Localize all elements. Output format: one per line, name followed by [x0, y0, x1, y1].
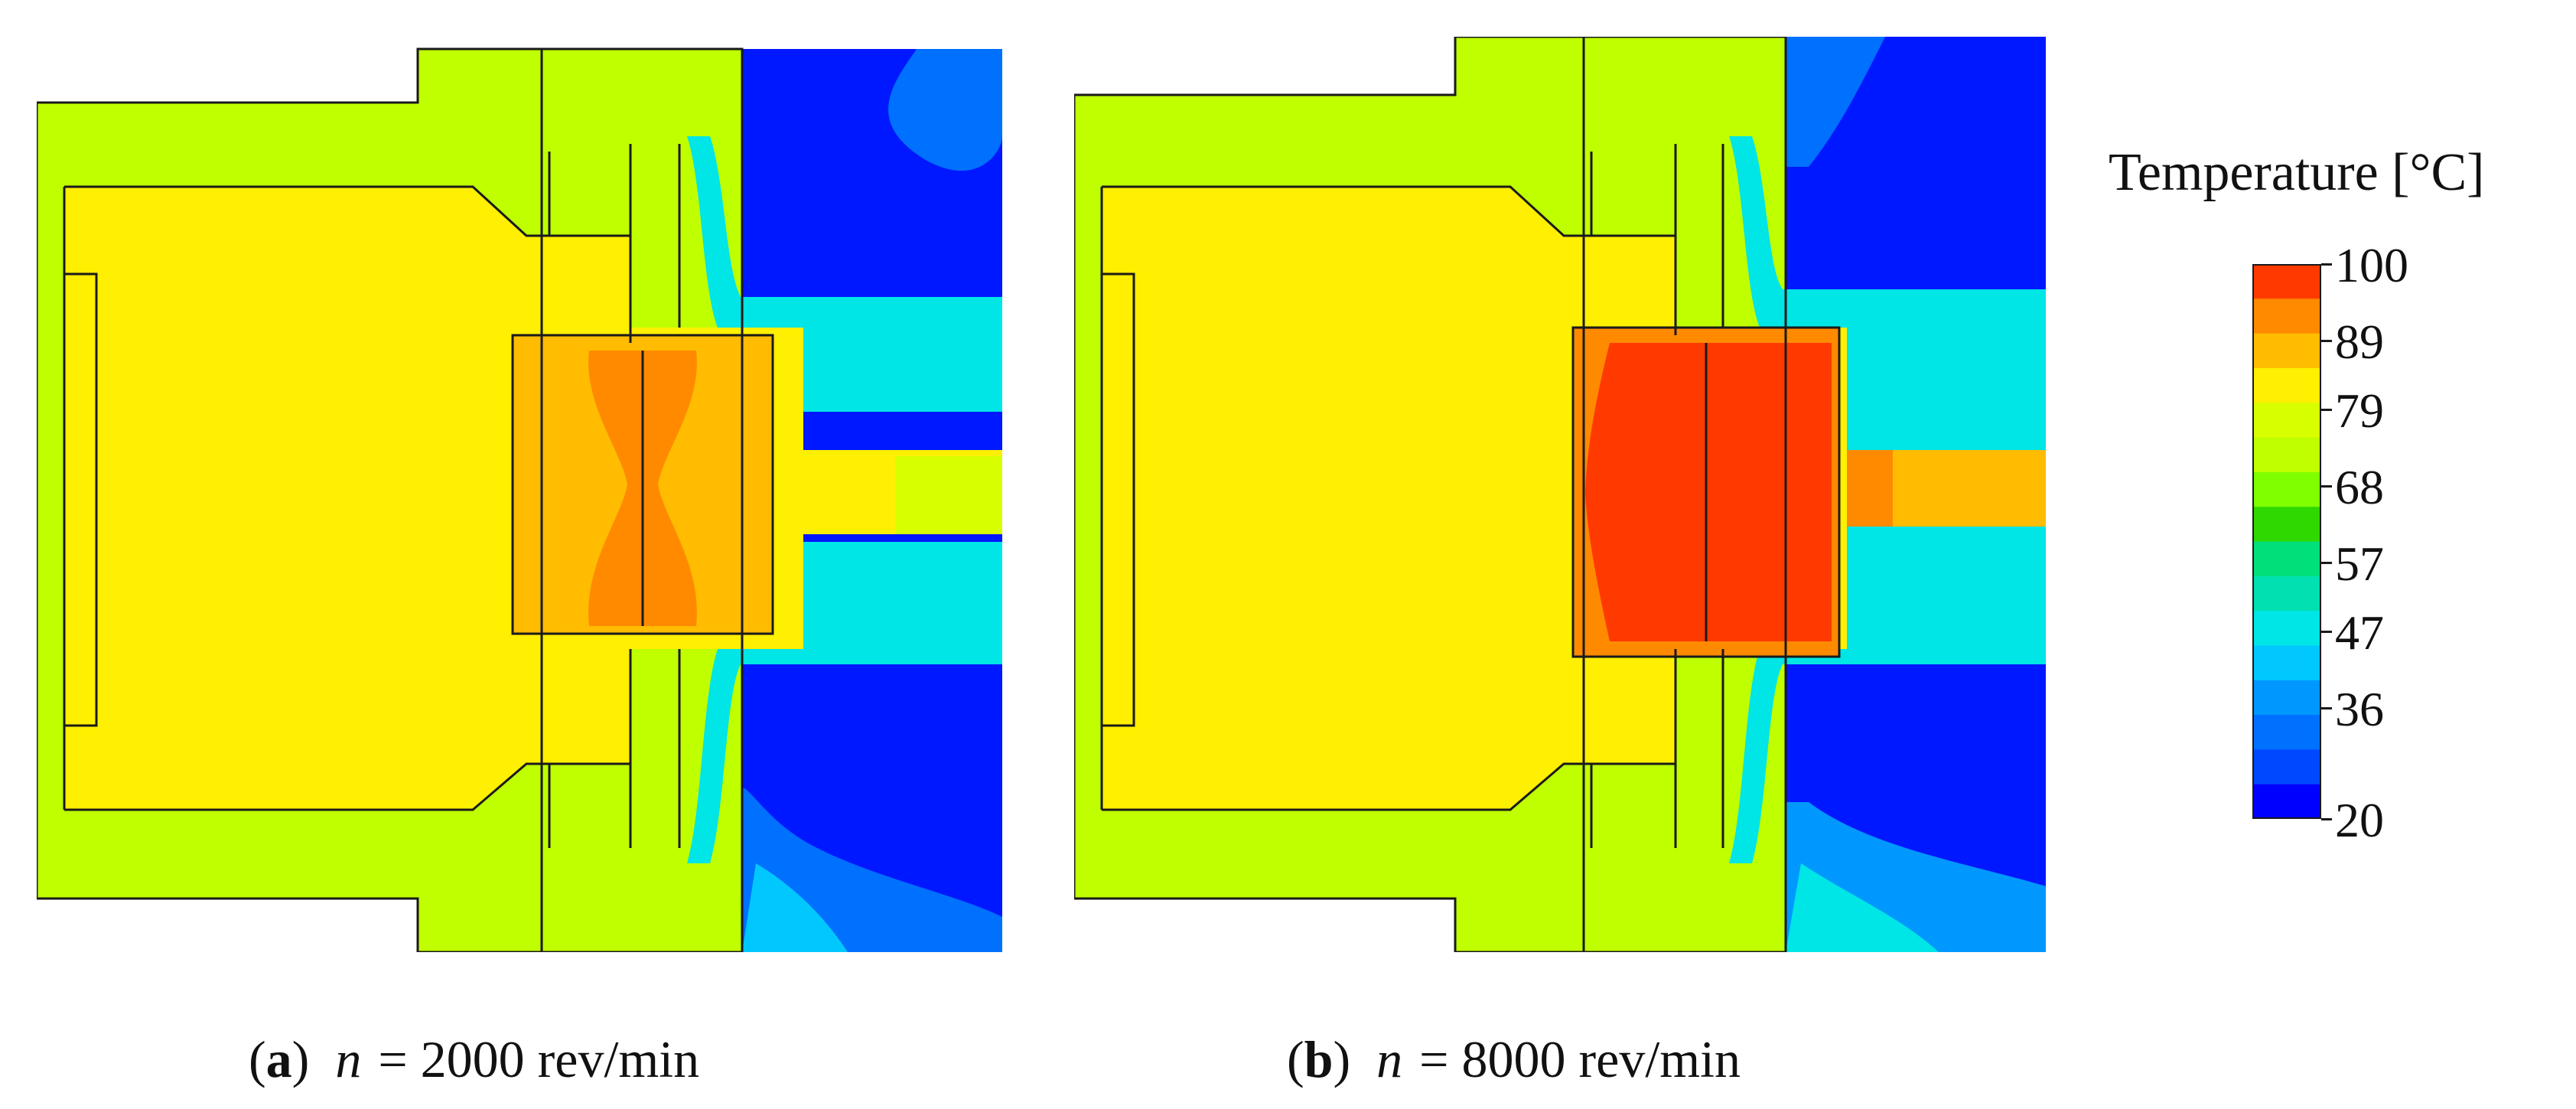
- colorbar: [2252, 264, 2321, 819]
- colorbar-band: [2252, 507, 2321, 543]
- colorbar-tick-mark: [2321, 818, 2332, 820]
- colorbar-band: [2252, 367, 2321, 403]
- colorbar-band: [2252, 645, 2321, 681]
- colorbar-band: [2252, 611, 2321, 647]
- housing-outline: [1074, 37, 1787, 952]
- shaft-extension-hot: [1847, 450, 1893, 527]
- colorbar-band: [2252, 403, 2321, 439]
- colorbar-tick-mark: [2321, 339, 2332, 342]
- shaft-extension-warm: [803, 456, 895, 534]
- colorbar-tick-mark: [2321, 707, 2332, 709]
- colorbar-tick-label: 36: [2335, 682, 2384, 736]
- colorbar-tick-mark: [2321, 263, 2332, 266]
- colorbar-band: [2252, 264, 2321, 299]
- caption-tag: b: [1304, 1030, 1334, 1088]
- caption-panel-b: (b) n = 8000 rev/min: [1287, 1030, 1741, 1088]
- colorbar-band: [2252, 298, 2321, 334]
- colorbar-band: [2252, 680, 2321, 716]
- air-gap-edge: [687, 136, 1002, 863]
- colorbar-band: [2252, 541, 2321, 577]
- cooling-plume-top: [1786, 37, 1885, 167]
- housing-outline: [37, 47, 744, 952]
- colorbar-band: [2252, 784, 2321, 819]
- cooling-plume-bottom-inner: [742, 863, 848, 952]
- colorbar-band: [2252, 715, 2321, 750]
- caption-tag: a: [265, 1030, 292, 1088]
- colorbar-band: [2252, 437, 2321, 473]
- colorbar-tick-mark: [2321, 631, 2332, 634]
- colorbar-band: [2252, 471, 2321, 507]
- rotor-outline: [1100, 37, 1724, 952]
- bearing-hot-core: [1585, 343, 1832, 641]
- colorbar-tick-label: 47: [2335, 605, 2384, 661]
- caption-symbol: n: [335, 1030, 362, 1088]
- colorbar-tick-label: 89: [2335, 314, 2384, 369]
- colorbar-band: [2252, 333, 2321, 369]
- cooling-plume-top: [742, 49, 1002, 171]
- contour-panel-b: [1074, 37, 2046, 952]
- caption-panel-a: (a) n = 2000 rev/min: [249, 1030, 700, 1088]
- colorbar-band: [2252, 749, 2321, 785]
- colorbar-tick-label: 20: [2335, 793, 2384, 847]
- colorbar-tick-label: 68: [2335, 460, 2384, 514]
- rotor-outline: [63, 49, 681, 952]
- legend-title: Temperature [°C]: [2109, 143, 2485, 202]
- colorbar-band: [2252, 576, 2321, 612]
- colorbar-tick-mark: [2321, 561, 2332, 564]
- air-gap-edge: [1729, 136, 2046, 863]
- caption-symbol: n: [1376, 1030, 1403, 1088]
- caption-text: = 8000 rev/min: [1419, 1030, 1741, 1088]
- colorbar-tick-label: 57: [2335, 536, 2384, 591]
- colorbar-tick-mark: [2321, 485, 2332, 488]
- colorbar-tick-mark: [2321, 409, 2332, 412]
- colorbar-tick-label: 79: [2335, 383, 2384, 439]
- colorbar-frame: [2252, 264, 2321, 819]
- cooling-plume-bottom-inner: [1786, 863, 1939, 952]
- caption-text: = 2000 rev/min: [378, 1030, 700, 1088]
- colorbar-tick-label: 100: [2335, 238, 2408, 292]
- contour-panel-a: [37, 47, 1002, 952]
